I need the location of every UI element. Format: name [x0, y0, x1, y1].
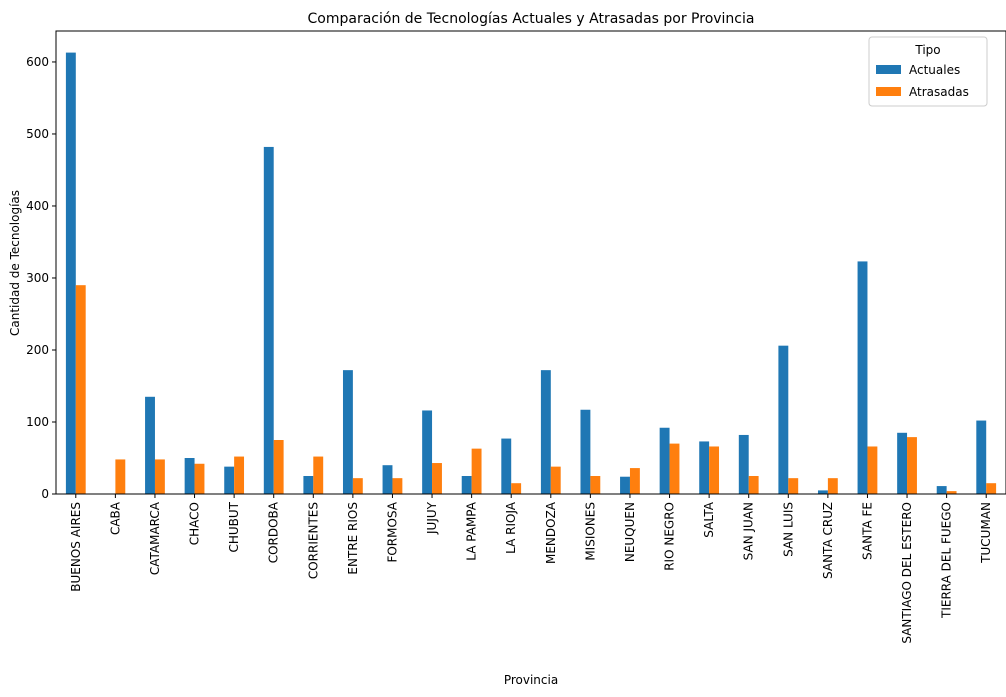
- legend-swatch-atrasadas: [876, 87, 901, 96]
- legend-swatch-actuales: [876, 65, 901, 74]
- x-tick-label: JUJUY: [425, 501, 439, 535]
- x-tick-label: SANTA FE: [860, 502, 874, 560]
- x-tick-label: BUENOS AIRES: [69, 502, 83, 592]
- x-tick-label: CABA: [108, 501, 122, 535]
- bar-atrasadas-catamarca: [154, 459, 165, 494]
- bar-atrasadas-tucuman: [986, 483, 997, 494]
- x-tick-label: CORDOBA: [267, 501, 281, 563]
- bar-actuales-buenos-aires: [65, 52, 76, 494]
- bar-actuales-jujuy: [422, 410, 433, 494]
- x-tick-label: CORRIENTES: [306, 502, 320, 579]
- bar-actuales-catamarca: [145, 396, 155, 494]
- bar-atrasadas-caba: [115, 459, 126, 494]
- y-axis-ticks: 0 100 200 300 400 500 600: [26, 55, 56, 501]
- bar-actuales-la-rioja: [501, 438, 512, 494]
- bar-atrasadas-misiones: [590, 476, 601, 494]
- legend-label-actuales: Actuales: [909, 63, 960, 77]
- bar-atrasadas-chubut: [234, 456, 245, 494]
- bar-actuales-rio-negro: [659, 427, 670, 494]
- bar-atrasadas-formosa: [392, 478, 403, 494]
- bar-atrasadas-la-rioja: [511, 483, 522, 494]
- plot-frame: [55, 30, 1006, 495]
- y-tick-label: 0: [41, 487, 49, 501]
- bar-atrasadas-san-luis: [788, 478, 799, 494]
- bar-actuales-entre-rios: [342, 370, 353, 494]
- legend-title: Tipo: [914, 43, 940, 57]
- bar-atrasadas-neuquen: [629, 468, 640, 494]
- x-tick-label: SAN LUIS: [781, 502, 795, 557]
- bar-actuales-chaco: [184, 458, 195, 494]
- bar-actuales-formosa: [382, 465, 393, 494]
- bar-atrasadas-buenos-aires: [75, 285, 86, 494]
- bar-actuales-chubut: [224, 466, 235, 494]
- chart-title: Comparación de Tecnologías Actuales y At…: [308, 11, 755, 27]
- y-axis-label: Cantidad de Tecnologías: [8, 190, 22, 336]
- bar-atrasadas-la-pampa: [471, 448, 482, 494]
- bar-actuales-santa-cruz: [817, 490, 828, 494]
- y-tick-label: 100: [26, 415, 49, 429]
- x-tick-label: SANTIAGO DEL ESTERO: [900, 502, 914, 644]
- legend-label-atrasadas: Atrasadas: [909, 85, 969, 99]
- y-tick-label: 200: [26, 343, 49, 357]
- bar-atrasadas-corrientes: [313, 456, 324, 494]
- bar-actuales-misiones: [580, 409, 591, 494]
- bar-atrasadas-cordoba: [273, 440, 284, 494]
- bar-actuales-neuquen: [620, 476, 630, 494]
- x-tick-label: TIERRA DEL FUEGO: [940, 502, 954, 619]
- bar-atrasadas-jujuy: [432, 463, 442, 494]
- bar-atrasadas-santa-fe: [867, 446, 878, 494]
- bar-atrasadas-chaco: [194, 463, 205, 494]
- bar-atrasadas-santa-cruz: [827, 478, 838, 494]
- bar-atrasadas-entre-rios: [352, 478, 363, 494]
- x-tick-label: LA PAMPA: [465, 501, 479, 560]
- bar-actuales-salta: [699, 441, 710, 494]
- x-tick-label: SAN JUAN: [742, 502, 756, 560]
- x-tick-label: FORMOSA: [385, 501, 399, 562]
- y-tick-label: 500: [26, 127, 49, 141]
- bar-actuales-tierra-del-fuego: [936, 486, 947, 494]
- x-tick-label: SALTA: [702, 501, 716, 537]
- bar-atrasadas-rio-negro: [669, 443, 680, 494]
- bar-atrasadas-tierra-del-fuego: [946, 491, 957, 494]
- bar-atrasadas-san-juan: [748, 476, 759, 494]
- y-tick-label: 300: [26, 271, 49, 285]
- bar-actuales-la-pampa: [461, 476, 472, 494]
- bar-actuales-san-juan: [738, 434, 749, 494]
- x-tick-label: LA RIOJA: [504, 501, 518, 554]
- legend: Tipo Actuales Atrasadas: [868, 36, 988, 107]
- x-axis-ticks: BUENOS AIRES CABA CATAMARCA CHACO CHUBUT CORD…: [69, 494, 993, 644]
- x-tick-label: CHUBUT: [227, 501, 241, 552]
- x-tick-label: ENTRE RIOS: [346, 502, 360, 575]
- y-tick-label: 400: [26, 199, 49, 213]
- x-tick-label: TUCUMAN: [979, 502, 993, 564]
- x-axis-label: Provincia: [504, 673, 558, 687]
- x-tick-label: MISIONES: [583, 502, 597, 561]
- bar-atrasadas-mendoza: [550, 466, 561, 494]
- plot-bars: [65, 52, 997, 494]
- bar-actuales-santa-fe: [857, 261, 868, 494]
- x-tick-label: SANTA CRUZ: [821, 502, 835, 579]
- y-tick-label: 600: [26, 55, 49, 69]
- bar-atrasadas-santiago-del-estero: [907, 437, 917, 494]
- bar-actuales-santiago-del-estero: [897, 432, 908, 494]
- bar-atrasadas-salta: [709, 446, 720, 494]
- bar-actuales-tucuman: [976, 420, 987, 494]
- x-tick-label: CATAMARCA: [148, 501, 162, 575]
- bar-actuales-cordoba: [263, 146, 274, 494]
- bar-actuales-mendoza: [540, 370, 551, 494]
- x-tick-label: MENDOZA: [544, 501, 558, 564]
- x-tick-label: CHACO: [188, 502, 202, 545]
- x-tick-label: RIO NEGRO: [663, 502, 677, 571]
- bar-actuales-corrientes: [303, 476, 314, 494]
- bar-actuales-san-luis: [778, 345, 789, 494]
- x-tick-label: NEUQUEN: [623, 502, 637, 562]
